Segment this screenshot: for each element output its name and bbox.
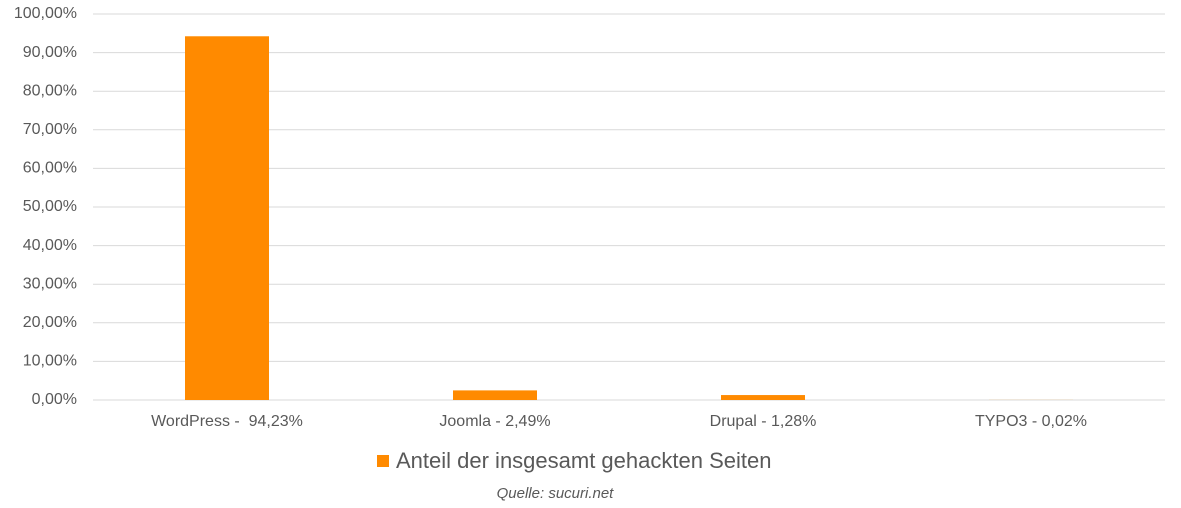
bar: [185, 36, 269, 400]
y-tick-label: 90,00%: [23, 44, 77, 61]
x-tick-label: Drupal - 1,28%: [710, 413, 817, 430]
y-tick-label: 100,00%: [14, 5, 77, 22]
x-tick-label: TYPO3 - 0,02%: [975, 413, 1087, 430]
y-tick-label: 80,00%: [23, 82, 77, 99]
y-tick-label: 30,00%: [23, 275, 77, 292]
bar: [453, 390, 537, 400]
y-tick-label: 40,00%: [23, 237, 77, 254]
x-tick-label: Joomla - 2,49%: [439, 413, 550, 430]
legend-swatch: [377, 455, 389, 467]
x-tick-label: WordPress - 94,23%: [151, 413, 303, 430]
y-tick-label: 0,00%: [32, 391, 77, 408]
y-tick-label: 10,00%: [23, 353, 77, 370]
y-tick-label: 20,00%: [23, 314, 77, 331]
legend-label: Anteil der insgesamt gehackten Seiten: [396, 448, 771, 473]
source-note: Quelle: sucuri.net: [497, 485, 615, 502]
bar: [721, 395, 805, 400]
y-tick-label: 60,00%: [23, 160, 77, 177]
y-tick-label: 70,00%: [23, 121, 77, 138]
y-tick-label: 50,00%: [23, 198, 77, 215]
